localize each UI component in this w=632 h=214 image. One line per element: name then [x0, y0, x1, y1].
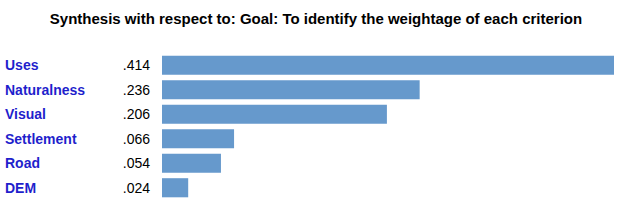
svg-text:.066: .066 — [123, 131, 150, 147]
svg-text:.206: .206 — [123, 106, 150, 122]
svg-text:Settlement: Settlement — [5, 131, 77, 147]
svg-text:.414: .414 — [123, 57, 150, 73]
svg-text:Naturalness: Naturalness — [5, 82, 85, 98]
svg-text:.024: .024 — [123, 180, 150, 196]
svg-text:.054: .054 — [123, 155, 150, 171]
svg-text:DEM: DEM — [5, 180, 36, 196]
svg-text:.236: .236 — [123, 82, 150, 98]
svg-text:Synthesis with respect to: Goa: Synthesis with respect to: Goal: To iden… — [50, 10, 582, 27]
svg-text:Uses: Uses — [5, 57, 39, 73]
svg-text:Road: Road — [5, 155, 40, 171]
svg-text:Visual: Visual — [5, 106, 46, 122]
